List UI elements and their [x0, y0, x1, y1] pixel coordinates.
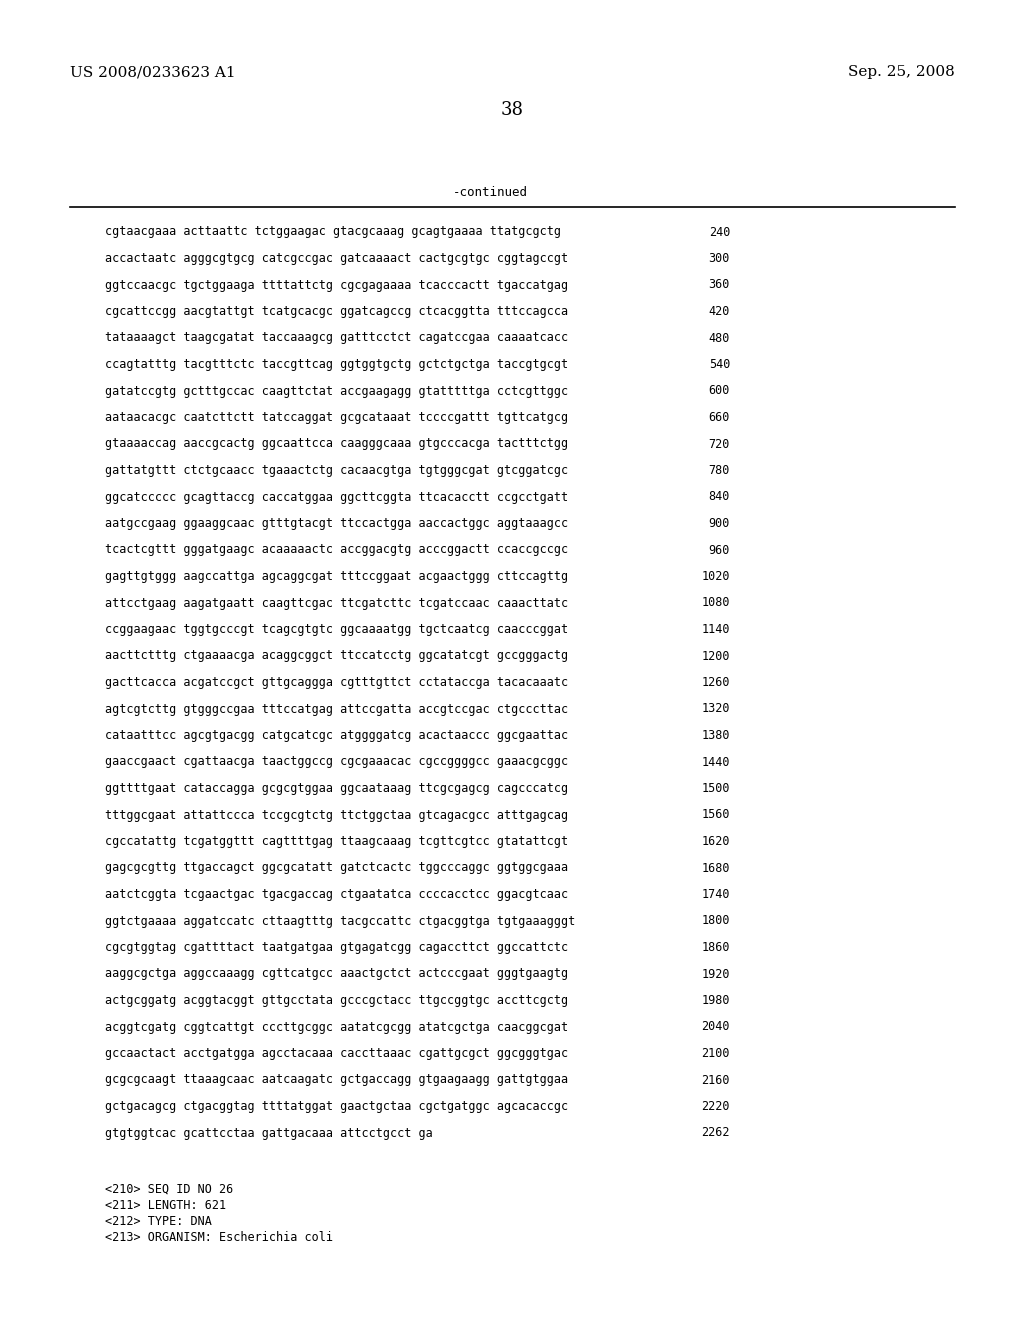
Text: gctgacagcg ctgacggtag ttttatggat gaactgctaa cgctgatggc agcacaccgc: gctgacagcg ctgacggtag ttttatggat gaactgc… [105, 1100, 568, 1113]
Text: tataaaagct taagcgatat taccaaagcg gatttcctct cagatccgaa caaaatcacc: tataaaagct taagcgatat taccaaagcg gatttcc… [105, 331, 568, 345]
Text: 1860: 1860 [701, 941, 730, 954]
Text: <213> ORGANISM: Escherichia coli: <213> ORGANISM: Escherichia coli [105, 1232, 333, 1243]
Text: 1500: 1500 [701, 781, 730, 795]
Text: gtaaaaccag aaccgcactg ggcaattcca caagggcaaa gtgcccacga tactttctgg: gtaaaaccag aaccgcactg ggcaattcca caagggc… [105, 437, 568, 450]
Text: aaggcgctga aggccaaagg cgttcatgcc aaactgctct actcccgaat gggtgaagtg: aaggcgctga aggccaaagg cgttcatgcc aaactgc… [105, 968, 568, 981]
Text: <210> SEQ ID NO 26: <210> SEQ ID NO 26 [105, 1183, 233, 1196]
Text: 1560: 1560 [701, 808, 730, 821]
Text: actgcggatg acggtacggt gttgcctata gcccgctacc ttgccggtgc accttcgctg: actgcggatg acggtacggt gttgcctata gcccgct… [105, 994, 568, 1007]
Text: 1140: 1140 [701, 623, 730, 636]
Text: 240: 240 [709, 226, 730, 239]
Text: 1980: 1980 [701, 994, 730, 1007]
Text: cgtaacgaaa acttaattc tctggaagac gtacgcaaag gcagtgaaaa ttatgcgctg: cgtaacgaaa acttaattc tctggaagac gtacgcaa… [105, 226, 561, 239]
Text: 2220: 2220 [701, 1100, 730, 1113]
Text: gcgcgcaagt ttaaagcaac aatcaagatc gctgaccagg gtgaagaagg gattgtggaa: gcgcgcaagt ttaaagcaac aatcaagatc gctgacc… [105, 1073, 568, 1086]
Text: 480: 480 [709, 331, 730, 345]
Text: 1920: 1920 [701, 968, 730, 981]
Text: gatatccgtg gctttgccac caagttctat accgaagagg gtatttttga cctcgttggc: gatatccgtg gctttgccac caagttctat accgaag… [105, 384, 568, 397]
Text: Sep. 25, 2008: Sep. 25, 2008 [848, 65, 955, 79]
Text: 840: 840 [709, 491, 730, 503]
Text: 960: 960 [709, 544, 730, 557]
Text: ggtctgaaaa aggatccatc cttaagtttg tacgccattc ctgacggtga tgtgaaagggt: ggtctgaaaa aggatccatc cttaagtttg tacgcca… [105, 915, 575, 928]
Text: attcctgaag aagatgaatt caagttcgac ttcgatcttc tcgatccaac caaacttatc: attcctgaag aagatgaatt caagttcgac ttcgatc… [105, 597, 568, 610]
Text: 1020: 1020 [701, 570, 730, 583]
Text: 900: 900 [709, 517, 730, 531]
Text: 2100: 2100 [701, 1047, 730, 1060]
Text: ggtccaacgc tgctggaaga ttttattctg cgcgagaaaa tcacccactt tgaccatgag: ggtccaacgc tgctggaaga ttttattctg cgcgaga… [105, 279, 568, 292]
Text: 1320: 1320 [701, 702, 730, 715]
Text: cgcattccgg aacgtattgt tcatgcacgc ggatcagccg ctcacggtta tttccagcca: cgcattccgg aacgtattgt tcatgcacgc ggatcag… [105, 305, 568, 318]
Text: 300: 300 [709, 252, 730, 265]
Text: 38: 38 [501, 102, 523, 119]
Text: 1200: 1200 [701, 649, 730, 663]
Text: accactaatc agggcgtgcg catcgccgac gatcaaaact cactgcgtgc cggtagccgt: accactaatc agggcgtgcg catcgccgac gatcaaa… [105, 252, 568, 265]
Text: 2040: 2040 [701, 1020, 730, 1034]
Text: gccaactact acctgatgga agcctacaaa caccttaaac cgattgcgct ggcgggtgac: gccaactact acctgatgga agcctacaaa cacctta… [105, 1047, 568, 1060]
Text: 780: 780 [709, 465, 730, 477]
Text: 1740: 1740 [701, 888, 730, 902]
Text: <211> LENGTH: 621: <211> LENGTH: 621 [105, 1199, 226, 1212]
Text: ggttttgaat cataccagga gcgcgtggaa ggcaataaag ttcgcgagcg cagcccatcg: ggttttgaat cataccagga gcgcgtggaa ggcaata… [105, 781, 568, 795]
Text: 1800: 1800 [701, 915, 730, 928]
Text: gtgtggtcac gcattcctaa gattgacaaa attcctgcct ga: gtgtggtcac gcattcctaa gattgacaaa attcctg… [105, 1126, 433, 1139]
Text: aatctcggta tcgaactgac tgacgaccag ctgaatatca ccccacctcc ggacgtcaac: aatctcggta tcgaactgac tgacgaccag ctgaata… [105, 888, 568, 902]
Text: tttggcgaat attattccca tccgcgtctg ttctggctaa gtcagacgcc atttgagcag: tttggcgaat attattccca tccgcgtctg ttctggc… [105, 808, 568, 821]
Text: 540: 540 [709, 358, 730, 371]
Text: gagttgtggg aagccattga agcaggcgat tttccggaat acgaactggg cttccagttg: gagttgtggg aagccattga agcaggcgat tttccgg… [105, 570, 568, 583]
Text: 2160: 2160 [701, 1073, 730, 1086]
Text: ccagtatttg tacgtttctc taccgttcag ggtggtgctg gctctgctga taccgtgcgt: ccagtatttg tacgtttctc taccgttcag ggtggtg… [105, 358, 568, 371]
Text: ccggaagaac tggtgcccgt tcagcgtgtc ggcaaaatgg tgctcaatcg caacccggat: ccggaagaac tggtgcccgt tcagcgtgtc ggcaaaa… [105, 623, 568, 636]
Text: gacttcacca acgatccgct gttgcaggga cgtttgttct cctataccga tacacaaatc: gacttcacca acgatccgct gttgcaggga cgtttgt… [105, 676, 568, 689]
Text: gattatgttt ctctgcaacc tgaaactctg cacaacgtga tgtgggcgat gtcggatcgc: gattatgttt ctctgcaacc tgaaactctg cacaacg… [105, 465, 568, 477]
Text: 420: 420 [709, 305, 730, 318]
Text: agtcgtcttg gtgggccgaa tttccatgag attccgatta accgtccgac ctgcccttac: agtcgtcttg gtgggccgaa tttccatgag attccga… [105, 702, 568, 715]
Text: cgcgtggtag cgattttact taatgatgaa gtgagatcgg cagaccttct ggccattctc: cgcgtggtag cgattttact taatgatgaa gtgagat… [105, 941, 568, 954]
Text: 1080: 1080 [701, 597, 730, 610]
Text: cataatttcc agcgtgacgg catgcatcgc atggggatcg acactaaccc ggcgaattac: cataatttcc agcgtgacgg catgcatcgc atgggga… [105, 729, 568, 742]
Text: 600: 600 [709, 384, 730, 397]
Text: cgccatattg tcgatggttt cagttttgag ttaagcaaag tcgttcgtcc gtatattcgt: cgccatattg tcgatggttt cagttttgag ttaagca… [105, 836, 568, 847]
Text: ggcatccccc gcagttaccg caccatggaa ggcttcggta ttcacacctt ccgcctgatt: ggcatccccc gcagttaccg caccatggaa ggcttcg… [105, 491, 568, 503]
Text: 1620: 1620 [701, 836, 730, 847]
Text: aacttctttg ctgaaaacga acaggcggct ttccatcctg ggcatatcgt gccgggactg: aacttctttg ctgaaaacga acaggcggct ttccatc… [105, 649, 568, 663]
Text: aatgccgaag ggaaggcaac gtttgtacgt ttccactgga aaccactggc aggtaaagcc: aatgccgaag ggaaggcaac gtttgtacgt ttccact… [105, 517, 568, 531]
Text: -continued: -continued [453, 186, 527, 198]
Text: 660: 660 [709, 411, 730, 424]
Text: 360: 360 [709, 279, 730, 292]
Text: 2262: 2262 [701, 1126, 730, 1139]
Text: tcactcgttt gggatgaagc acaaaaactc accggacgtg acccggactt ccaccgccgc: tcactcgttt gggatgaagc acaaaaactc accggac… [105, 544, 568, 557]
Text: 1680: 1680 [701, 862, 730, 874]
Text: 1260: 1260 [701, 676, 730, 689]
Text: acggtcgatg cggtcattgt cccttgcggc aatatcgcgg atatcgctga caacggcgat: acggtcgatg cggtcattgt cccttgcggc aatatcg… [105, 1020, 568, 1034]
Text: gagcgcgttg ttgaccagct ggcgcatatt gatctcactc tggcccaggc ggtggcgaaa: gagcgcgttg ttgaccagct ggcgcatatt gatctca… [105, 862, 568, 874]
Text: US 2008/0233623 A1: US 2008/0233623 A1 [70, 65, 236, 79]
Text: 720: 720 [709, 437, 730, 450]
Text: aataacacgc caatcttctt tatccaggat gcgcataaat tccccgattt tgttcatgcg: aataacacgc caatcttctt tatccaggat gcgcata… [105, 411, 568, 424]
Text: <212> TYPE: DNA: <212> TYPE: DNA [105, 1214, 212, 1228]
Text: 1440: 1440 [701, 755, 730, 768]
Text: gaaccgaact cgattaacga taactggccg cgcgaaacac cgccggggcc gaaacgcggc: gaaccgaact cgattaacga taactggccg cgcgaaa… [105, 755, 568, 768]
Text: 1380: 1380 [701, 729, 730, 742]
